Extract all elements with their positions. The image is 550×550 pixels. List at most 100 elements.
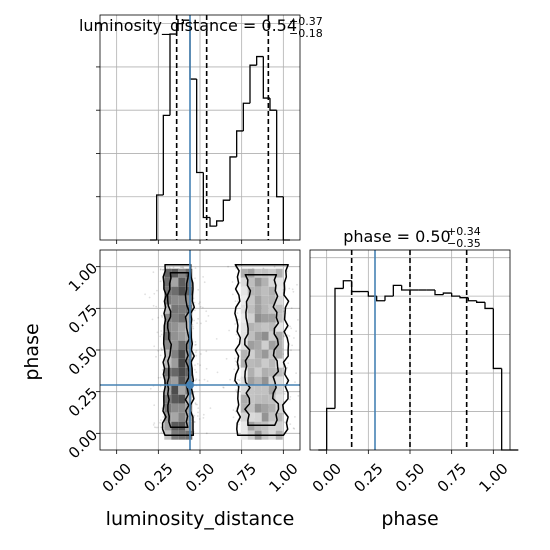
scatter-point <box>152 304 155 307</box>
title-value: 0.50 <box>415 227 451 246</box>
density-cell <box>178 331 186 341</box>
scatter-point <box>193 420 196 423</box>
density-cell <box>178 376 186 386</box>
density-cell <box>268 421 276 431</box>
scatter-point <box>157 376 160 379</box>
density-cell <box>247 385 255 395</box>
scatter-point <box>195 371 198 374</box>
scatter-point <box>282 334 285 337</box>
scatter-point <box>198 418 201 420</box>
scatter-point <box>193 421 196 423</box>
scatter-point <box>227 265 230 268</box>
scatter-point <box>239 281 242 284</box>
hist-bin-2 <box>334 287 344 409</box>
density-cell <box>268 268 276 278</box>
scatter-point <box>196 322 199 324</box>
density-cell <box>171 421 179 431</box>
scatter-point <box>286 334 289 336</box>
quantile-lines <box>175 15 270 240</box>
density-cell <box>240 412 248 422</box>
density-cell <box>254 412 262 422</box>
density-cell <box>247 295 255 305</box>
scatter-point <box>199 364 202 367</box>
hist-bin-2 <box>162 114 170 195</box>
y-tick-label-3: 0.75 <box>65 301 101 337</box>
scatter-point <box>193 391 195 393</box>
scatter-point <box>193 319 196 322</box>
scatter-point <box>205 367 208 370</box>
scatter-point <box>162 416 165 418</box>
hist-bin-9 <box>392 284 402 297</box>
scatter-point <box>297 395 300 397</box>
hist-bin-1 <box>156 194 164 240</box>
title-value: 0.54 <box>261 16 297 35</box>
scatter-point <box>168 266 171 269</box>
scatter-point <box>292 427 295 429</box>
scatter-point <box>162 268 165 271</box>
hist-bin-17 <box>459 296 469 299</box>
density-cell <box>268 412 276 422</box>
scatter-point <box>196 403 198 406</box>
scatter-point <box>215 338 218 340</box>
scatter-point <box>290 327 293 330</box>
scatter-point <box>153 426 156 429</box>
panel-title: phase = 0.50 <box>343 227 450 246</box>
scatter-point <box>238 382 241 385</box>
quantile-lines <box>350 250 468 450</box>
density-cell <box>261 412 269 422</box>
scatter-point <box>202 413 205 416</box>
density-cell <box>164 349 172 359</box>
luminosity-distance-histogram-panel: luminosity_distance = 0.54 +0.37 −0.18 <box>79 14 323 244</box>
density-cell <box>178 277 186 287</box>
hist-bin-4 <box>351 280 360 293</box>
scatter-point <box>192 327 195 330</box>
scatter-point <box>155 355 157 358</box>
density-cell <box>171 412 179 422</box>
scatter-point <box>236 378 239 381</box>
x-tick-label-3: 0.75 <box>224 460 260 496</box>
density-cell <box>254 376 262 386</box>
density-cell <box>171 358 179 368</box>
x-tick-label-4: 1.00 <box>265 460 301 496</box>
contour-cluster-2-inner <box>244 273 280 427</box>
scatter-point <box>236 391 238 394</box>
density-cell <box>275 286 283 296</box>
scatter-point <box>203 378 206 381</box>
density-cell <box>275 340 283 350</box>
x-axis-label: phase <box>381 508 438 530</box>
density-cell <box>275 268 283 278</box>
density-cell <box>240 277 248 287</box>
scatter-point <box>159 385 162 388</box>
scatter-point <box>159 280 162 283</box>
scatter-point <box>209 407 212 409</box>
density-cell <box>164 304 172 314</box>
scatter-point <box>287 362 290 365</box>
x-tick-label-1: 0.25 <box>350 460 386 496</box>
density-cell <box>254 349 262 359</box>
density-cell <box>178 358 186 368</box>
scatter-point <box>283 335 286 338</box>
density-cell <box>254 385 262 395</box>
density-cell <box>178 421 186 431</box>
density-cell <box>240 349 248 359</box>
density-cell <box>268 322 276 332</box>
density-cell <box>254 340 262 350</box>
density-cell <box>171 385 179 395</box>
scatter-point <box>233 357 236 360</box>
density-cell <box>247 394 255 404</box>
scatter-point <box>149 387 152 390</box>
scatter-point <box>156 426 159 429</box>
scatter-point <box>162 268 164 271</box>
density-cell <box>164 340 172 350</box>
density-cell <box>268 358 276 368</box>
density-cell <box>261 331 269 341</box>
scatter-point <box>205 320 208 322</box>
hist-bin-7 <box>196 79 204 174</box>
density-cell <box>268 367 276 377</box>
scatter-point <box>222 386 225 389</box>
scatter-point <box>159 335 162 338</box>
scatter-point <box>289 398 291 401</box>
scatter-point <box>195 343 197 346</box>
density-cell <box>171 349 179 359</box>
scatter-point <box>166 266 169 269</box>
